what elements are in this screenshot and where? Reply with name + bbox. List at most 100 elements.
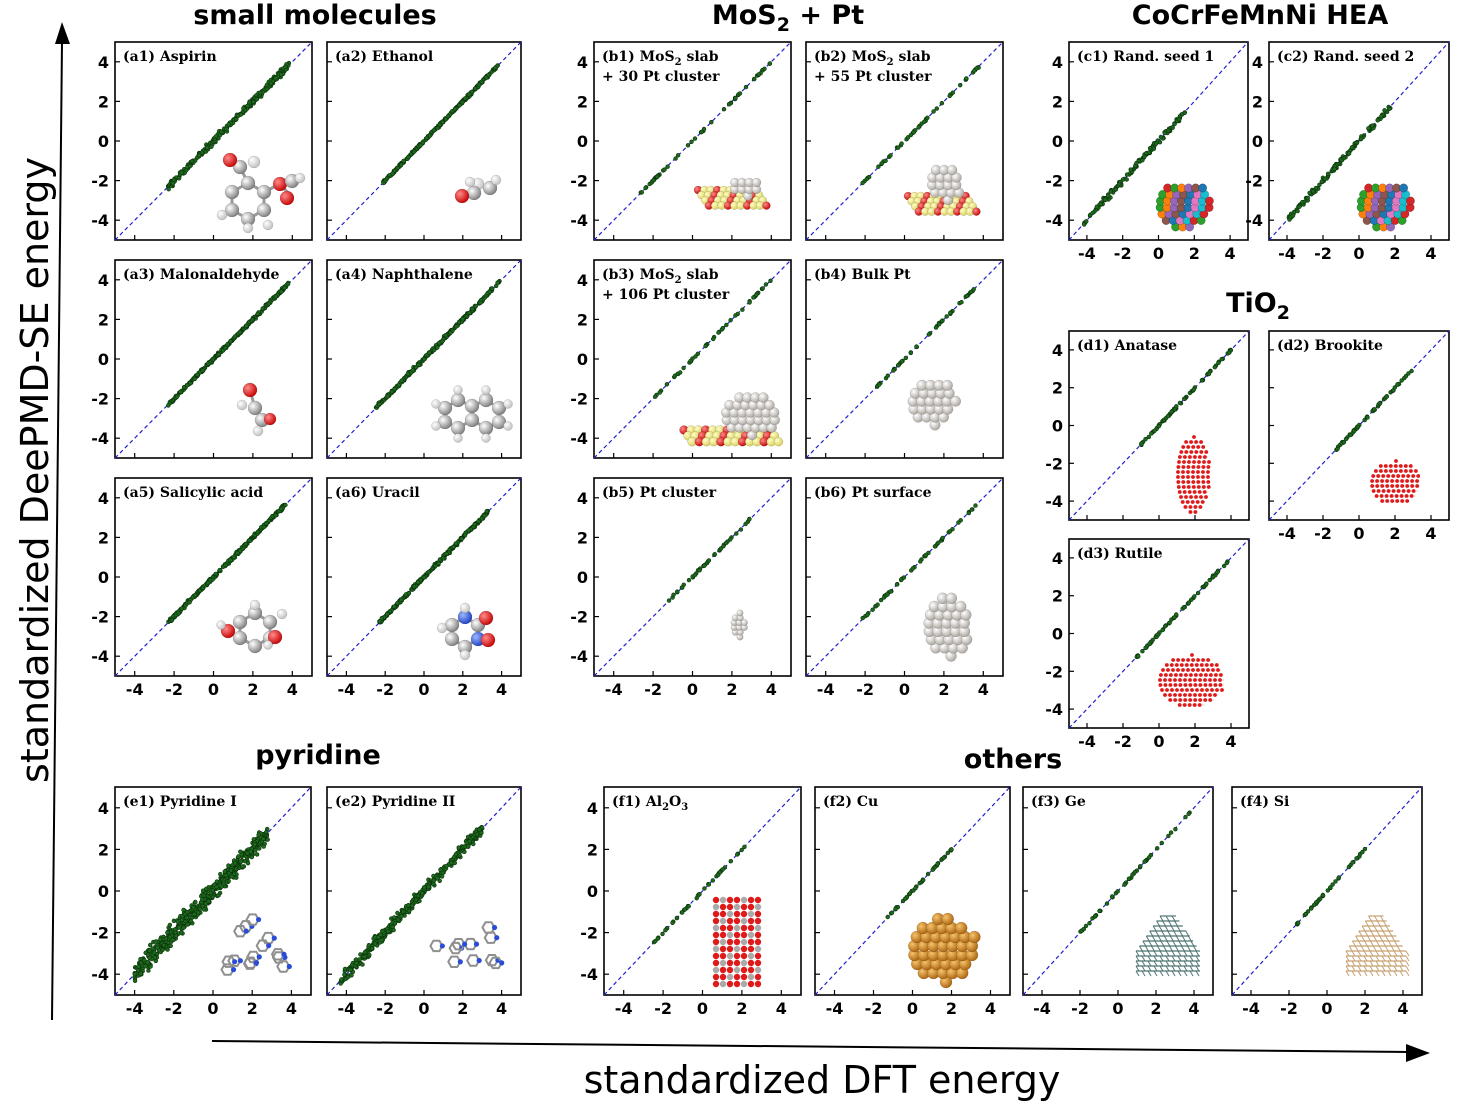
- data-point: [392, 915, 397, 920]
- atom: [1186, 445, 1191, 449]
- data-point: [920, 877, 926, 883]
- atom: [1186, 485, 1191, 489]
- atom: [1208, 678, 1212, 682]
- atom: [1404, 494, 1409, 498]
- y-axis-title: standardized DeePMD-SE energy: [13, 157, 57, 783]
- data-point: [273, 75, 278, 81]
- data-point: [467, 839, 472, 844]
- data-point: [264, 82, 270, 88]
- data-point: [243, 541, 249, 547]
- data-point: [1081, 222, 1087, 227]
- data-point: [410, 368, 416, 373]
- data-point: [957, 82, 963, 88]
- data-point: [1349, 145, 1355, 150]
- data-point: [712, 552, 717, 557]
- data-point: [1308, 906, 1314, 911]
- atom: [1198, 693, 1202, 697]
- data-point: [406, 154, 411, 160]
- data-point: [686, 577, 692, 583]
- data-point: [138, 971, 143, 976]
- atom: [1183, 505, 1188, 509]
- data-point: [870, 607, 875, 612]
- data-point: [473, 303, 478, 309]
- atom: [1169, 673, 1173, 677]
- y-tick-label-c2: 4: [1252, 53, 1263, 72]
- data-point: [1370, 123, 1375, 128]
- atom: [1395, 499, 1400, 503]
- atom: [1179, 495, 1183, 499]
- data-point: [278, 72, 284, 77]
- atom: [733, 903, 741, 911]
- atom: [1385, 479, 1389, 483]
- data-point: [908, 350, 913, 356]
- panel-title-main: (b4) Bulk Pt: [814, 267, 911, 283]
- y-tick-label-c1: -4: [1045, 211, 1063, 230]
- data-point: [737, 91, 743, 96]
- atom: [1171, 668, 1175, 672]
- data-point: [395, 910, 400, 916]
- x-tick-label-b5: 2: [726, 680, 737, 699]
- atom: [1408, 464, 1413, 468]
- atom: [1218, 683, 1223, 687]
- data-point: [178, 389, 183, 395]
- atom: [478, 392, 494, 408]
- atom: [1198, 455, 1202, 459]
- panel-f4: -4 -2 0 2 4(f4) Si: [1231, 786, 1423, 1018]
- data-point: [679, 910, 685, 915]
- data-point: [240, 864, 245, 869]
- atom: [747, 952, 755, 960]
- data-point: [192, 376, 197, 382]
- atom: [726, 952, 734, 960]
- x-tick-label-e1: -4: [126, 999, 144, 1018]
- data-point: [923, 552, 929, 558]
- atom: [1414, 469, 1418, 473]
- atom: [1401, 489, 1406, 493]
- data-point: [1210, 574, 1216, 580]
- x-tick-label-c2: -4: [1278, 244, 1296, 263]
- group-title-tio2: TiO2: [1226, 288, 1290, 324]
- data-point: [1147, 146, 1153, 151]
- data-point: [466, 528, 471, 533]
- atom: [1163, 683, 1168, 687]
- y-tick-label-f1: -4: [580, 965, 598, 984]
- data-point: [1176, 117, 1182, 122]
- atom: [1165, 688, 1169, 692]
- data-point: [918, 559, 923, 564]
- data-point: [657, 390, 662, 395]
- panel-a2: (a2) Ethanol: [326, 41, 522, 241]
- atom: [726, 945, 734, 953]
- data-point: [727, 537, 733, 542]
- atom: [747, 924, 755, 932]
- data-point: [179, 917, 185, 923]
- atom: [1196, 445, 1201, 449]
- data-point: [1320, 893, 1326, 898]
- data-point: [449, 860, 454, 865]
- atom: [1206, 485, 1211, 489]
- data-point: [860, 180, 865, 186]
- x-tick-label-d2: -2: [1314, 524, 1332, 543]
- atom: [1173, 683, 1178, 687]
- data-point: [199, 150, 205, 155]
- data-point: [224, 126, 229, 132]
- data-point: [439, 874, 445, 879]
- atom: [1370, 479, 1374, 483]
- data-point: [885, 914, 890, 920]
- data-point: [1325, 171, 1331, 177]
- data-point: [1165, 413, 1171, 419]
- data-point: [966, 510, 971, 516]
- data-point: [689, 139, 694, 145]
- y-tick-label-d1: 4: [1052, 341, 1063, 360]
- atom: [733, 917, 741, 925]
- group-title-hea: CoCrFeMnNi HEA: [1132, 0, 1389, 31]
- panel-f3: -4 -2 0 2 4(f3) Ge: [1022, 786, 1214, 1018]
- data-point: [1409, 368, 1414, 374]
- atom: [222, 152, 238, 168]
- atom: [1189, 440, 1193, 444]
- data-point: [677, 370, 683, 375]
- data-point: [479, 79, 484, 85]
- atom: [279, 190, 295, 206]
- data-point: [462, 532, 468, 538]
- atom: [1199, 450, 1204, 454]
